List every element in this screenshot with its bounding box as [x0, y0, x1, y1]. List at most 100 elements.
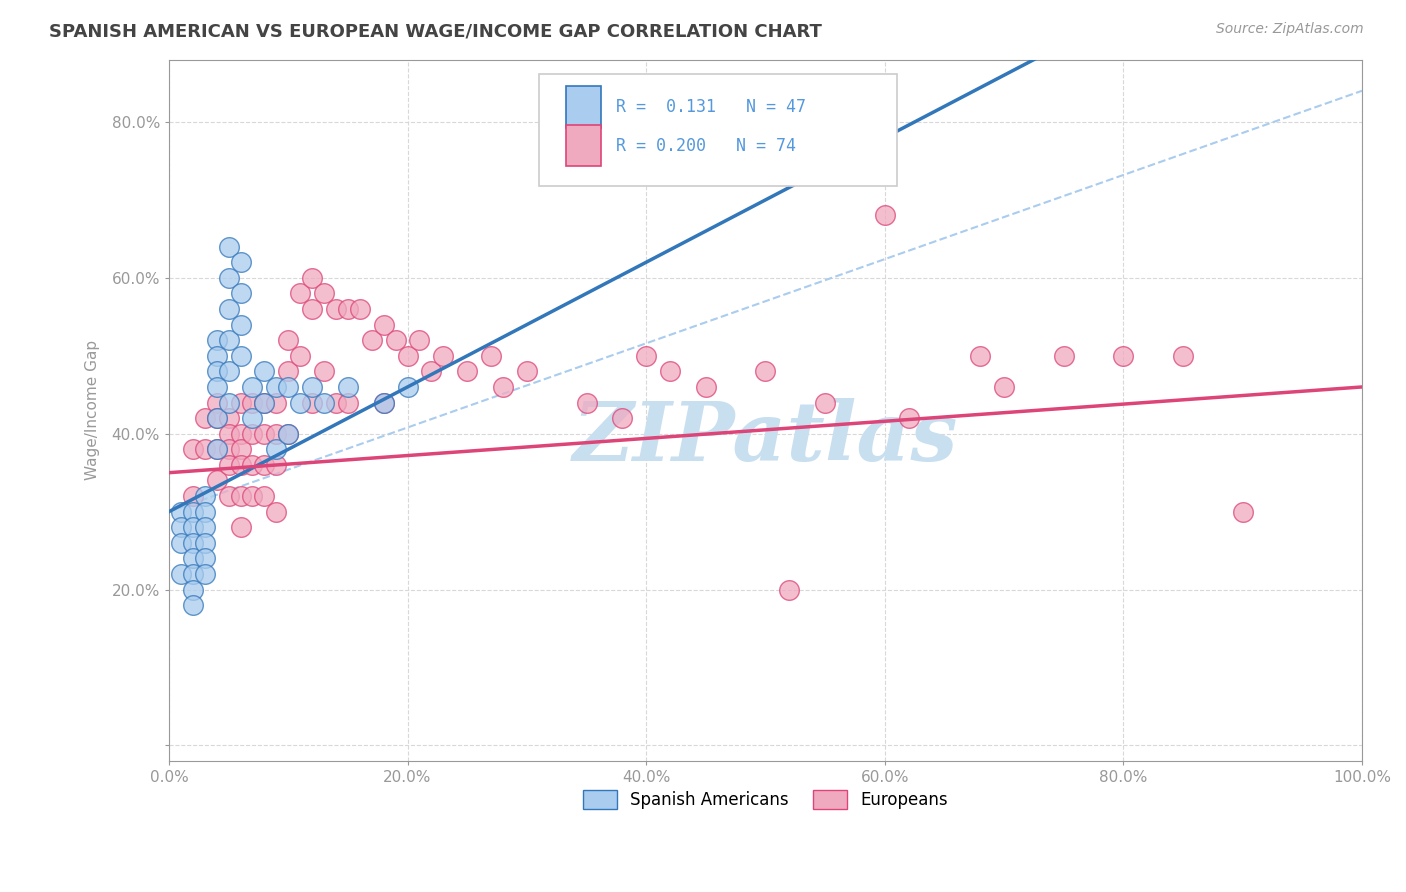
Point — [181, 598, 204, 612]
Point — [659, 364, 682, 378]
Point — [242, 411, 264, 425]
Point — [218, 301, 240, 316]
Text: R = 0.200   N = 74: R = 0.200 N = 74 — [616, 136, 796, 155]
Point — [205, 442, 228, 457]
Point — [277, 364, 299, 378]
Point — [253, 458, 276, 472]
Point — [969, 349, 991, 363]
Point — [205, 333, 228, 347]
Point — [253, 395, 276, 409]
Text: ZIPatlas: ZIPatlas — [572, 399, 959, 478]
Point — [266, 380, 288, 394]
Point — [754, 364, 776, 378]
Point — [229, 318, 252, 332]
Point — [325, 395, 347, 409]
Point — [218, 489, 240, 503]
Point — [636, 349, 658, 363]
Point — [277, 426, 299, 441]
Point — [288, 349, 311, 363]
Point — [420, 364, 443, 378]
Point — [301, 395, 323, 409]
Point — [516, 364, 538, 378]
Point — [194, 411, 217, 425]
Point — [993, 380, 1015, 394]
Point — [253, 426, 276, 441]
Point — [336, 395, 359, 409]
Point — [242, 458, 264, 472]
Point — [181, 582, 204, 597]
Point — [205, 411, 228, 425]
Point — [479, 349, 502, 363]
Point — [360, 333, 382, 347]
Point — [277, 426, 299, 441]
Point — [336, 301, 359, 316]
Point — [325, 301, 347, 316]
Point — [229, 458, 252, 472]
Point — [194, 536, 217, 550]
Point — [312, 286, 335, 301]
Point — [396, 349, 419, 363]
Point — [181, 505, 204, 519]
Point — [242, 380, 264, 394]
Point — [575, 395, 598, 409]
Point — [266, 395, 288, 409]
Point — [205, 395, 228, 409]
Point — [229, 395, 252, 409]
Point — [218, 240, 240, 254]
Legend: Spanish Americans, Europeans: Spanish Americans, Europeans — [576, 783, 955, 816]
Point — [205, 474, 228, 488]
Point — [170, 567, 193, 582]
Point — [312, 364, 335, 378]
Point — [253, 364, 276, 378]
Point — [205, 349, 228, 363]
Point — [229, 255, 252, 269]
Point — [288, 286, 311, 301]
Point — [181, 442, 204, 457]
Point — [288, 395, 311, 409]
Point — [253, 489, 276, 503]
Point — [194, 567, 217, 582]
Point — [194, 442, 217, 457]
Point — [253, 395, 276, 409]
Point — [373, 395, 395, 409]
Point — [814, 395, 837, 409]
Point — [229, 520, 252, 534]
Point — [205, 380, 228, 394]
Point — [1053, 349, 1076, 363]
Point — [229, 489, 252, 503]
Point — [229, 349, 252, 363]
Point — [1112, 349, 1135, 363]
Point — [218, 395, 240, 409]
Point — [205, 411, 228, 425]
Point — [301, 301, 323, 316]
Point — [373, 395, 395, 409]
Point — [384, 333, 406, 347]
Point — [492, 380, 515, 394]
Point — [266, 426, 288, 441]
Point — [456, 364, 478, 378]
Point — [194, 551, 217, 566]
Point — [181, 536, 204, 550]
Point — [301, 380, 323, 394]
Point — [242, 395, 264, 409]
FancyBboxPatch shape — [538, 74, 897, 186]
Point — [301, 270, 323, 285]
Point — [612, 411, 634, 425]
Point — [408, 333, 430, 347]
Point — [218, 333, 240, 347]
Point — [873, 209, 896, 223]
Point — [194, 520, 217, 534]
Text: SPANISH AMERICAN VS EUROPEAN WAGE/INCOME GAP CORRELATION CHART: SPANISH AMERICAN VS EUROPEAN WAGE/INCOME… — [49, 22, 823, 40]
Point — [181, 551, 204, 566]
Point — [229, 442, 252, 457]
Point — [1232, 505, 1254, 519]
Point — [194, 505, 217, 519]
Point — [312, 395, 335, 409]
Point — [170, 536, 193, 550]
Point — [218, 411, 240, 425]
Point — [229, 286, 252, 301]
Point — [432, 349, 454, 363]
Point — [218, 364, 240, 378]
Point — [1171, 349, 1194, 363]
Point — [277, 380, 299, 394]
